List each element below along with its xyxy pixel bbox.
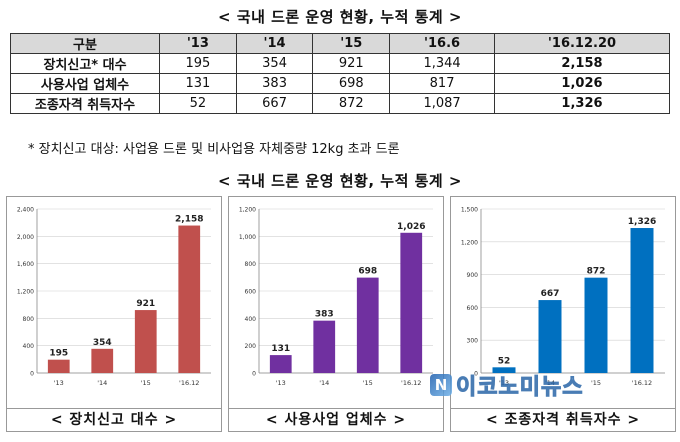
row-label: 조종자격 취득자수 (10, 93, 160, 114)
row-label: 장치신고* 대수 (10, 53, 160, 74)
data-label: 698 (358, 267, 377, 277)
table-cell: 354 (235, 53, 314, 74)
data-label: 52 (498, 356, 511, 366)
y-tick-label: 300 (467, 338, 479, 345)
watermark: N 이코노미뉴스 (430, 372, 584, 401)
table-cell: 817 (389, 73, 495, 94)
bar-chart-business-operators: 0 200 400 600 800 1,000 1,200 131 '13 383 '14 698 '1… (239, 207, 433, 387)
table-cell: 195 (159, 53, 237, 74)
data-label: 383 (315, 310, 334, 320)
y-tick-label: 1,200 (239, 207, 256, 214)
x-tick-label: '13 (54, 379, 64, 387)
x-tick-label: '14 (545, 379, 555, 387)
data-label: 921 (136, 299, 155, 309)
x-tick-label: '16.12 (401, 379, 421, 387)
watermark-logo: N (430, 374, 452, 396)
table-cell: 1,344 (389, 53, 495, 74)
data-label: 667 (541, 289, 560, 299)
data-label: 872 (587, 267, 606, 277)
header-cell: '13 (159, 33, 237, 54)
table-cell: 1,326 (493, 93, 671, 114)
y-tick-label: 400 (23, 343, 35, 350)
bar (269, 355, 292, 373)
bar (91, 348, 114, 373)
table-header-row: 구분 '13 '14 '15 '16.6 '16.12.20 (10, 33, 671, 54)
y-tick-label: 1,200 (461, 239, 478, 246)
x-tick-label: '13 (276, 379, 286, 387)
x-tick-label: '16.12 (632, 379, 652, 387)
bar (178, 225, 201, 373)
y-tick-label: 2,000 (17, 234, 34, 241)
table-row: 조종자격 취득자수 52 667 872 1,087 1,326 (10, 93, 671, 114)
x-tick-label: '15 (591, 379, 601, 387)
table-row: 장치신고* 대수 195 354 921 1,344 2,158 (10, 53, 671, 74)
x-tick-label: '14 (97, 379, 107, 387)
table-cell: 667 (235, 93, 314, 114)
row-label: 사용사업 업체수 (10, 73, 160, 94)
y-tick-label: 1,600 (17, 261, 34, 268)
bar (492, 367, 516, 373)
data-label: 195 (49, 349, 68, 359)
table-cell: 2,158 (493, 53, 671, 74)
y-tick-label: 600 (467, 305, 479, 312)
data-label: 131 (271, 344, 290, 354)
table-title: < 국내 드론 운영 현황, 누적 통계 > (218, 8, 462, 26)
table-cell: 1,087 (389, 93, 495, 114)
bar (630, 228, 654, 373)
table-cell: 1,026 (493, 73, 671, 94)
bar (400, 232, 423, 373)
y-tick-label: 1,500 (461, 207, 478, 214)
table-cell: 52 (159, 93, 237, 114)
y-tick-label: 900 (467, 272, 479, 279)
chart-caption: < 조종자격 취득자수 > (450, 408, 676, 432)
x-tick-label: '15 (363, 379, 373, 387)
chart-caption: < 사용사업 업체수 > (228, 408, 444, 432)
bar (313, 320, 336, 373)
y-tick-label: 1,200 (17, 289, 34, 296)
header-cell: '15 (312, 33, 391, 54)
bar (538, 300, 562, 373)
bar (584, 277, 608, 373)
table-cell: 131 (159, 73, 237, 94)
table-cell: 872 (312, 93, 391, 114)
x-tick-label: '15 (141, 379, 151, 387)
x-tick-label: '13 (499, 379, 509, 387)
data-label: 354 (93, 338, 112, 348)
x-tick-label: '16.12 (179, 379, 199, 387)
data-label: 1,326 (628, 217, 656, 227)
table-cell: 383 (235, 73, 314, 94)
y-tick-label: 800 (245, 261, 257, 268)
table-cell: 698 (312, 73, 391, 94)
bar-chart-pilot-certificates: 0 300 600 900 1,200 1,500 52 '13 667 '14 872 '15 1,3… (461, 207, 665, 387)
chart-panel-business-operators: 0 200 400 600 800 1,000 1,200 131 '13 383 '14 698 '1… (228, 196, 444, 432)
header-cell: '16.6 (389, 33, 495, 54)
stats-table: 구분 '13 '14 '15 '16.6 '16.12.20 장치신고* 대수 … (10, 33, 671, 114)
bar-chart-device-registrations: 0 400 800 1,200 1,600 2,000 2,400 195 '13 354 '14 9… (17, 207, 211, 387)
y-tick-label: 0 (474, 371, 478, 378)
table-cell: 921 (312, 53, 391, 74)
y-tick-label: 800 (23, 316, 35, 323)
header-cell: '16.12.20 (493, 33, 671, 54)
y-tick-label: 2,400 (17, 207, 34, 214)
y-tick-label: 0 (252, 371, 256, 378)
header-cell: 구분 (10, 33, 160, 54)
table-row: 사용사업 업체수 131 383 698 817 1,026 (10, 73, 671, 94)
header-cell: '14 (235, 33, 314, 54)
data-label: 2,158 (175, 215, 203, 225)
y-tick-label: 1,000 (239, 234, 256, 241)
chart-caption: < 장치신고 대수 > (6, 408, 222, 432)
chart-panel-device-registrations: 0 400 800 1,200 1,600 2,000 2,400 195 '13 354 '14 9… (6, 196, 222, 432)
y-tick-label: 200 (245, 343, 257, 350)
y-tick-label: 400 (245, 316, 257, 323)
data-label: 1,026 (397, 222, 425, 232)
watermark-text: 이코노미뉴스 (455, 375, 584, 401)
bar (47, 359, 70, 373)
y-tick-label: 600 (245, 289, 257, 296)
bar (134, 310, 157, 373)
charts-title: < 국내 드론 운영 현황, 누적 통계 > (218, 172, 462, 190)
y-tick-label: 0 (30, 371, 34, 378)
bar (356, 277, 379, 373)
x-tick-label: '14 (319, 379, 329, 387)
footnote: * 장치신고 대상: 사업용 드론 및 비사업용 자체중량 12kg 초과 드론 (28, 142, 400, 157)
